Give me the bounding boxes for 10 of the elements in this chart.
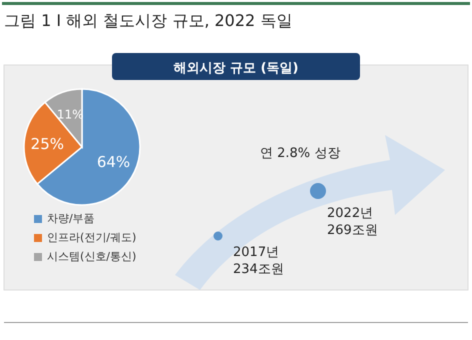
text: 2017년 234조원 xyxy=(233,245,284,277)
chart-title: 그림 1 Ι 해외 철도시장 규모, 2022 독일 xyxy=(4,11,292,30)
data-label: 25% xyxy=(30,134,64,153)
legend-label: 차량/부품 xyxy=(47,212,95,225)
text: 연 2.8% 성장 xyxy=(260,146,340,161)
legend-label: 인프라(전기/궤도) xyxy=(47,231,136,244)
text: 해외시장 규모 (독일) xyxy=(174,61,298,76)
legend-label: 시스템(신호/통신) xyxy=(47,250,136,263)
data-label: 64% xyxy=(96,153,130,172)
text: 2022년 269조원 xyxy=(327,206,378,238)
